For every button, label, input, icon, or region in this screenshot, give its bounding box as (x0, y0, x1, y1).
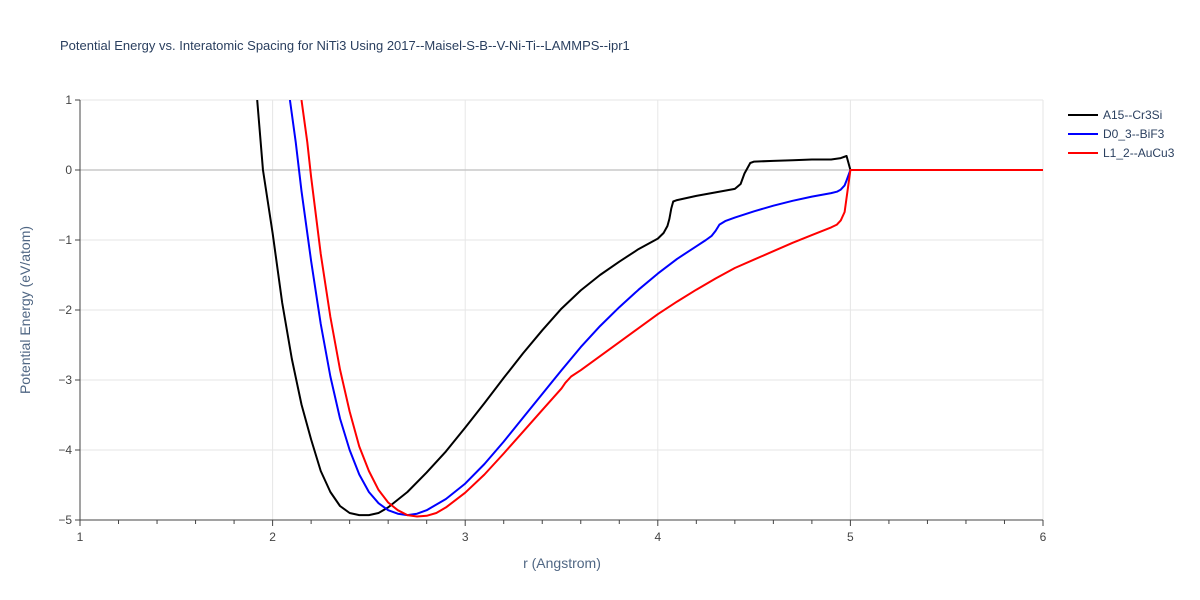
y-tick-label: −4 (58, 443, 72, 457)
legend: A15--Cr3Si D0_3--BiF3 L1_2--AuCu3 (1068, 108, 1175, 160)
series-line-2 (288, 100, 1043, 517)
legend-label: L1_2--AuCu3 (1103, 146, 1175, 160)
x-axis-title: r (Angstrom) (523, 555, 601, 571)
series-line-1 (256, 100, 1043, 517)
legend-item[interactable]: D0_3--BiF3 (1068, 127, 1165, 141)
x-tick-label: 2 (269, 530, 276, 544)
y-axis-title: Potential Energy (eV/atom) (17, 226, 33, 394)
x-tick-label: 1 (77, 530, 84, 544)
x-tick-label: 6 (1040, 530, 1047, 544)
legend-item[interactable]: L1_2--AuCu3 (1068, 146, 1175, 160)
y-tick-label: −3 (58, 373, 72, 387)
x-tick-labels: 1 2 3 4 5 6 (77, 530, 1047, 544)
axes (75, 99, 1044, 526)
y-tick-label: 0 (65, 163, 72, 177)
y-tick-labels: 1 0 −1 −2 −3 −4 −5 (58, 93, 72, 527)
series-line-3 (300, 100, 1043, 518)
y-tick-label: −2 (58, 303, 72, 317)
y-tick-label: −5 (58, 513, 72, 527)
chart-title: Potential Energy vs. Interatomic Spacing… (60, 38, 630, 53)
y-tick-label: −1 (58, 233, 72, 247)
series-layer (256, 100, 1043, 518)
legend-label: D0_3--BiF3 (1103, 127, 1165, 141)
legend-item[interactable]: A15--Cr3Si (1068, 108, 1162, 122)
x-tick-label: 3 (462, 530, 469, 544)
x-tick-label: 5 (847, 530, 854, 544)
legend-label: A15--Cr3Si (1103, 108, 1162, 122)
y-tick-label: 1 (65, 93, 72, 107)
x-tick-label: 4 (654, 530, 661, 544)
